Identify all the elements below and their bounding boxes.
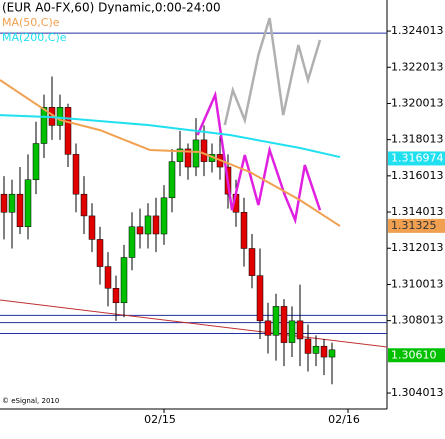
- candle-body: [80, 193, 88, 217]
- candle-body: [32, 143, 40, 180]
- y-tick-label: 1.308013: [391, 314, 444, 327]
- candle-body: [264, 320, 272, 336]
- candle-body: [200, 139, 208, 162]
- candle-body: [112, 288, 120, 304]
- candle-body: [64, 107, 72, 155]
- candle-body: [136, 226, 144, 235]
- candle-body: [72, 154, 80, 195]
- candle-body: [328, 349, 336, 358]
- candle-body: [176, 148, 184, 162]
- y-tick-label: 1.320013: [391, 96, 444, 109]
- y-tick-label: 1.324013: [391, 24, 444, 37]
- candle-body: [96, 239, 104, 267]
- candle-body: [120, 257, 128, 304]
- last-value-label: 1.316974: [391, 151, 444, 164]
- last-value-box: [388, 218, 445, 233]
- candle-body: [56, 107, 64, 126]
- candle-body: [88, 215, 96, 240]
- legend-entry: MA(200,C)e: [2, 31, 67, 44]
- last-value-label: 1.31325: [391, 219, 437, 232]
- candle-body: [16, 193, 24, 228]
- y-tick-label: 1.312013: [391, 241, 444, 254]
- candle-body: [184, 148, 192, 168]
- last-value-box: [388, 151, 445, 166]
- candle-body: [160, 197, 168, 235]
- last-value-label: 1.30610: [391, 348, 437, 361]
- projection-line: [223, 17, 322, 126]
- candle-body: [296, 320, 304, 340]
- candle-body: [0, 193, 8, 213]
- candle-body: [272, 306, 280, 336]
- y-tick-label: 1.314013: [391, 205, 444, 218]
- candle-body: [192, 139, 200, 168]
- x-tick-label: 02/15: [144, 413, 176, 426]
- candle-body: [288, 320, 296, 343]
- candle-body: [40, 107, 48, 144]
- candle-body: [312, 345, 320, 354]
- y-tick-label: 1.318013: [391, 133, 444, 146]
- candle-body: [104, 266, 112, 289]
- y-tick-label: 1.322013: [391, 60, 444, 73]
- chart-title: (EUR A0-FX,60) Dynamic,0:00-24:00: [2, 1, 221, 15]
- moving-average: [0, 114, 341, 159]
- credit: © eSignal, 2010: [2, 397, 59, 405]
- candle-body: [240, 212, 248, 249]
- candle-body: [168, 161, 176, 199]
- y-tick-label: 1.310013: [391, 277, 444, 290]
- candle-body: [128, 226, 136, 258]
- candle-body: [144, 215, 152, 235]
- candle-body: [304, 338, 312, 354]
- candle-body: [280, 306, 288, 343]
- trendline: [0, 299, 388, 348]
- legend-entry: MA(50,C)e: [2, 16, 60, 29]
- x-tick-label: 02/16: [328, 413, 360, 426]
- candle-body: [248, 248, 256, 276]
- candle-body: [8, 193, 16, 213]
- candle-body: [256, 275, 264, 322]
- projection-line: [196, 90, 322, 225]
- candle-body: [152, 215, 160, 235]
- last-value-box: [388, 348, 445, 363]
- y-tick-label: 1.304013: [391, 386, 444, 399]
- y-tick-label: 1.316013: [391, 169, 444, 182]
- candle-body: [320, 345, 328, 358]
- moving-average: [0, 79, 341, 227]
- candle-body: [24, 179, 32, 228]
